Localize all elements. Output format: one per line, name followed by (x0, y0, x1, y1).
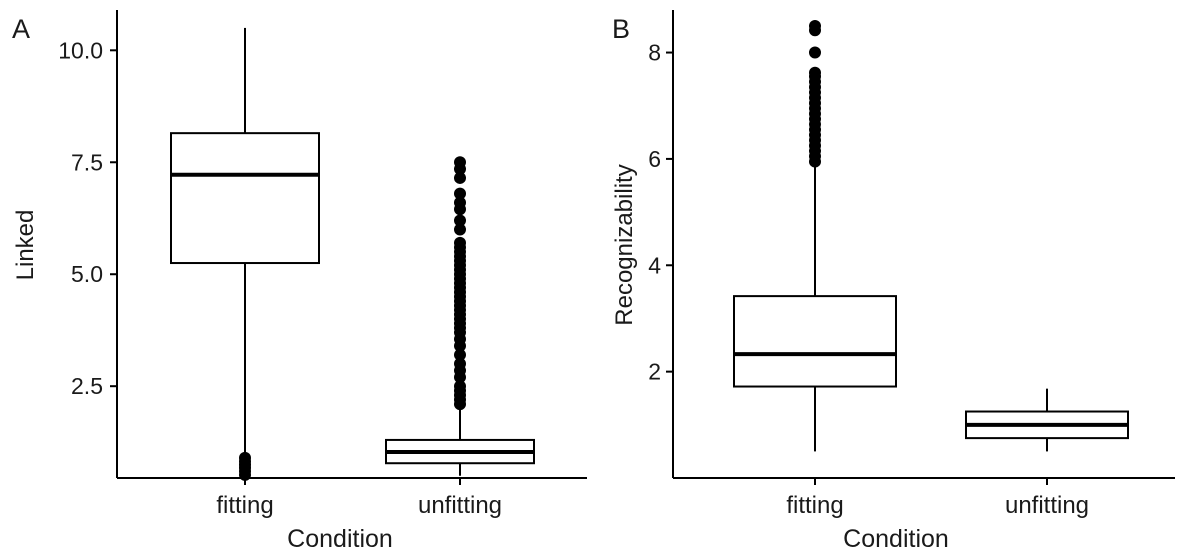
y-tick-label: 2 (648, 359, 661, 385)
x-tick-label: fitting (216, 492, 273, 519)
panel-label: B (612, 14, 630, 44)
outlier-point (454, 357, 466, 370)
iqr-box (170, 132, 320, 265)
y-tick-label: 8 (648, 40, 661, 66)
outlier-point (454, 348, 466, 361)
outlier-point (809, 66, 821, 79)
box-fitting (733, 19, 897, 452)
outlier-point (454, 380, 466, 393)
y-tick-label: 10.0 (58, 37, 103, 63)
x-tick-label: unfitting (1005, 492, 1089, 519)
y-tick-label: 4 (648, 252, 661, 278)
y-axis-title: Linked (12, 210, 39, 281)
x-axis-title: Condition (287, 525, 393, 553)
y-tick-label: 7.5 (71, 149, 103, 175)
x-axis-title: Condition (843, 525, 949, 553)
panel-a: A 2.5 5.0 7.5 10.0 fitting unfitting Condition L… (12, 10, 587, 553)
box-fitting (170, 27, 320, 481)
y-tick-label: 6 (648, 146, 661, 172)
box-unfitting (965, 388, 1129, 452)
outlier-point (454, 236, 466, 249)
outlier-point (454, 171, 466, 184)
iqr-box (733, 295, 897, 388)
outlier-point (454, 214, 466, 227)
outlier-point (454, 196, 466, 209)
y-tick-label: 2.5 (71, 373, 103, 399)
x-tick-label: unfitting (418, 492, 502, 519)
y-axis-title: Recognizability (611, 164, 638, 325)
panel-b: B 2 4 6 8 fitting unfitting Condition Recognizab… (611, 10, 1175, 553)
x-tick-label: fitting (786, 492, 843, 519)
panel-label: A (12, 14, 30, 44)
y-tick-label: 5.0 (71, 261, 103, 287)
outlier-point (239, 451, 251, 464)
outlier-point (454, 187, 466, 200)
outlier-point (809, 46, 821, 59)
outlier-point (809, 19, 821, 32)
outlier-point (454, 156, 466, 169)
outlier-point (454, 223, 466, 236)
box-unfitting (385, 156, 535, 476)
